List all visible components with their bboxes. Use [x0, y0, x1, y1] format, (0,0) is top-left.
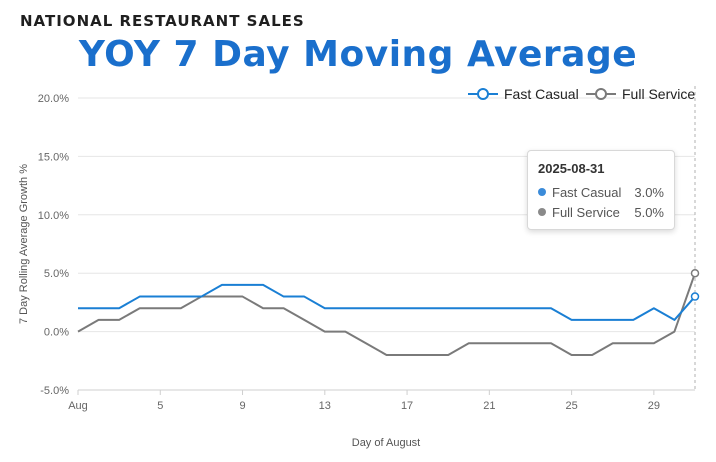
x-tick-label: 25 [565, 400, 577, 412]
grid-lines [78, 97, 695, 391]
full-service-series-line [77, 272, 696, 356]
y-tick-label: 10.0% [38, 210, 69, 222]
x-tick-label: 5 [157, 400, 163, 412]
full-service-legend-label: Full Service [622, 86, 695, 102]
x-tick-label: 9 [239, 400, 245, 412]
chart-supertitle: NATIONAL RESTAURANT SALES [20, 12, 305, 30]
fast-casual-series-line [78, 283, 696, 321]
tooltip-series-name: Full Service [552, 204, 620, 220]
x-axis-label: Day of August [352, 437, 421, 449]
fast-casual-dot-icon [538, 188, 546, 196]
tooltip-series-name: Fast Casual [552, 184, 622, 200]
x-tick-label: Aug [68, 400, 88, 412]
chart-title: YOY 7 Day Moving Average [78, 34, 638, 75]
tooltip-series-value: 5.0% [634, 204, 664, 220]
tooltip-series-value: 3.0% [634, 184, 664, 200]
fast-casual-hover-point [690, 292, 700, 301]
full-service-legend-marker-icon [595, 88, 607, 100]
x-axis-ticks: Aug 5 9 13 17 21 25 29 [68, 389, 695, 412]
y-axis-ticks: -5.0% 0.0% 5.0% 10.0% 15.0% 20.0% [38, 93, 69, 397]
series-lines[interactable] [77, 268, 700, 356]
fast-casual-legend-marker-icon [477, 88, 489, 100]
tooltip-date: 2025-08-31 [538, 161, 605, 176]
y-tick-label: 15.0% [38, 151, 69, 163]
data-tooltip: 2025-08-31 Fast Casual 3.0% Full Service… [527, 150, 675, 230]
x-tick-label: 21 [483, 400, 495, 412]
legend[interactable]: Fast Casual Full Service [468, 86, 695, 102]
y-tick-label: -5.0% [40, 385, 69, 397]
x-tick-label: 13 [319, 400, 331, 412]
full-service-dot-icon [538, 208, 546, 216]
y-tick-label: 5.0% [44, 268, 69, 280]
full-service-hover-point [690, 268, 700, 278]
y-tick-label: 20.0% [38, 93, 69, 105]
tooltip-row-full-service: Full Service 5.0% [538, 202, 664, 222]
tooltip-row-fast-casual: Fast Casual 3.0% [538, 182, 664, 202]
y-axis-label: 7 Day Rolling Average Growth % [18, 164, 30, 324]
x-tick-label: 29 [648, 400, 660, 412]
fast-casual-legend-label: Fast Casual [504, 86, 579, 102]
x-tick-label: 17 [401, 400, 413, 412]
y-tick-label: 0.0% [44, 327, 69, 339]
